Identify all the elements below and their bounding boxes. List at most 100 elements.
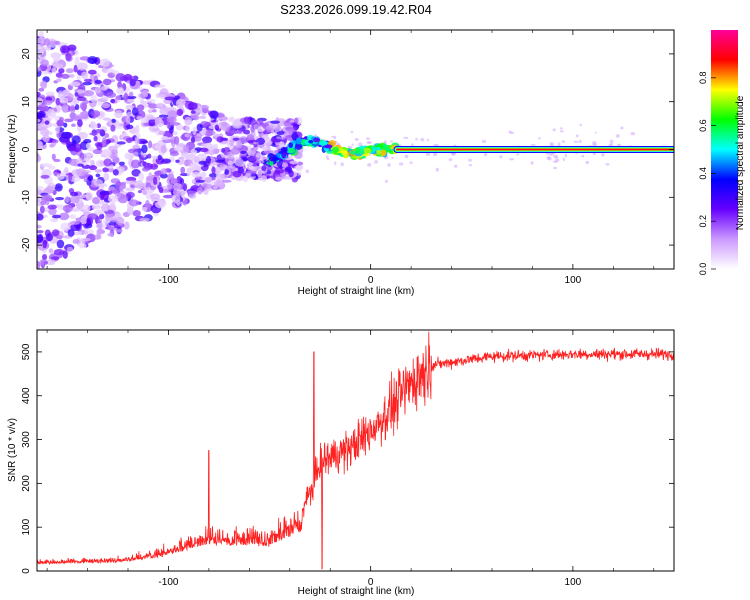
spectrogram-blob [51,229,60,237]
spectrogram-faint-dot [366,141,372,144]
spectrogram-blob [76,62,88,71]
spectrogram-blob [154,84,166,88]
spectrogram-blob [64,195,70,203]
spectrogram-blob [116,141,126,145]
spectrogram-blob [243,129,251,135]
spectrogram-faint-dot [585,160,590,165]
spectrogram-blob [44,120,50,125]
spectrogram-faint-dot [261,160,265,164]
spectrogram-blob [295,164,303,172]
spectrogram-blob [69,104,76,114]
spectrogram-blob [85,191,94,201]
spectrogram-blob [67,93,74,102]
spectrogram-faint-dot [269,151,275,154]
spectrogram-blob [160,168,168,175]
spectrogram-faint-dot [432,152,438,157]
snr-series-line [37,331,674,570]
spectrogram-trace-blob [294,143,303,150]
spectrogram-blob [52,139,59,144]
spectrogram-blob [169,151,180,157]
spectrogram-faint-dot [509,131,515,135]
spectrogram-blob [70,223,81,232]
spectrogram-blob [52,63,64,69]
spectrogram-blob [161,158,172,164]
spectrogram-blob [101,102,111,109]
spectrogram-blob [155,102,165,108]
spectrogram-blob [79,194,88,198]
spectrogram-blob [44,207,50,213]
spectrogram-blob [123,221,130,230]
spectrogram-blob [77,163,84,167]
spectrogram-blob [152,176,158,185]
spectrogram-blob [139,217,150,222]
spectrogram-blob [283,121,292,127]
spectrogram-blob [60,222,70,232]
spectrogram-blob [42,194,53,202]
spectrogram-faint-dot [256,152,261,157]
spectrogram-blob [124,152,135,160]
spectrogram-x-label: Height of straight line (km) [298,286,415,297]
spectrogram-blob [116,192,122,198]
spectrogram-blob [226,151,233,157]
spectrogram-blob [65,139,71,146]
spectrogram-blob [40,80,48,90]
spectrogram-faint-dot [398,162,404,166]
spectrogram-blob [37,260,41,269]
spectrogram-faint-dot [468,163,473,167]
spectrogram-blob [42,134,50,143]
spectrogram-faint-dot [484,153,488,157]
spectrogram-blob [136,116,143,121]
spectrogram-blob [140,140,149,144]
spectrogram-blob [195,179,206,183]
spectrogram-blob [102,78,112,86]
spectrogram-blob [94,209,105,215]
spectrogram-blob [37,103,47,111]
spectrogram-x-tick-label: 100 [565,275,582,286]
spectrogram-blob [41,254,48,261]
spectrogram-blob [92,149,103,155]
spectrogram-faint-dot [592,143,598,147]
spectrogram-blob [237,139,243,149]
spectrogram-blob [130,159,141,169]
spectrogram-blob [136,104,145,111]
spectrogram-blob [69,191,79,197]
spectrogram-faint-dot [615,134,620,138]
spectrogram-blob [114,110,123,119]
spectrogram-blob [96,228,102,237]
spectrogram-blob [141,167,150,172]
spectrogram-blob [97,100,102,106]
spectrogram-blob [43,99,53,106]
spectrogram-trace-blob [288,142,293,149]
spectrogram-blob [252,161,257,167]
spectrogram-faint-dot [549,141,554,146]
spectrogram-blob [276,131,285,136]
snr-y-tick-label: 200 [21,475,32,492]
spectrogram-faint-dot [420,137,425,142]
spectrogram-blob [45,91,55,97]
spectrogram-faint-dot [579,139,582,144]
spectrogram-blob [170,178,178,185]
spectrogram-faint-dot [305,169,310,174]
spectrogram-blob [173,187,180,197]
spectrogram-faint-dot [403,136,409,140]
spectrogram-blob [160,144,167,154]
spectrogram-blob [61,89,69,96]
spectrogram-blob [185,125,190,133]
colorbar-ticks: 0.0 0.2 0.4 0.6 0.8 [698,72,716,275]
spectrogram-blob [92,196,100,205]
spectrogram-blob [169,117,174,126]
spectrogram-faint-dot [545,152,550,155]
spectrogram-blob [86,229,94,235]
spectrogram-trace-blob [281,151,287,159]
spectrogram-blob [197,153,207,162]
spectrogram-blob [175,159,180,163]
snr-x-ticks: -100 0 100 [46,330,655,588]
spectrogram-blob [85,142,92,149]
spectrogram-blob [68,172,73,182]
snr-y-tick-label: 400 [21,387,32,404]
spectrogram-blob [270,120,280,124]
spectrogram-blob [125,124,134,130]
spectrogram-blob [135,124,140,134]
spectrogram-blob [162,194,174,199]
spectrogram-faint-dot [389,140,394,143]
